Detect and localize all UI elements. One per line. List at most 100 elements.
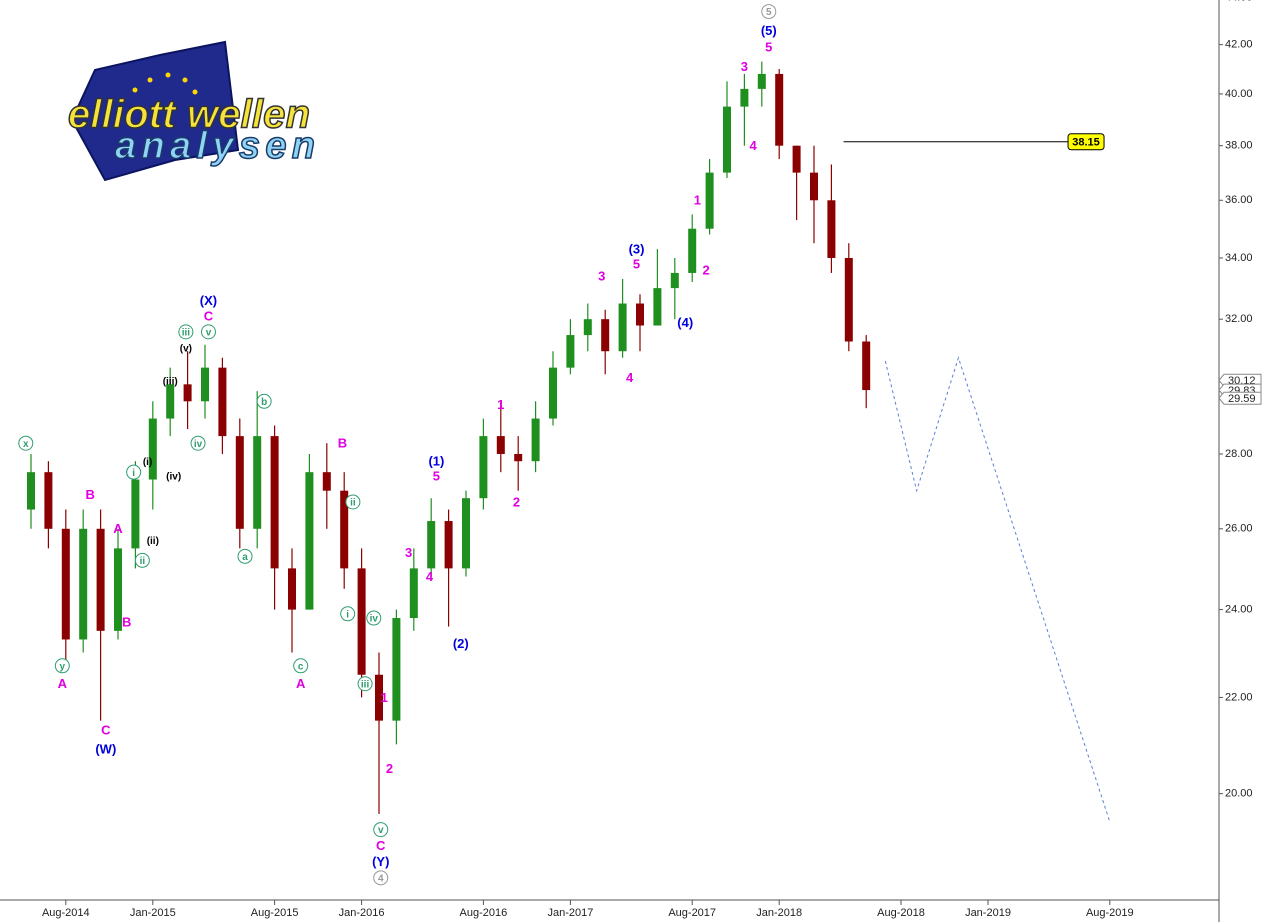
candle-body (357, 568, 366, 675)
candle-body (705, 172, 714, 229)
candle-body (148, 418, 157, 480)
wave-label: iv (194, 439, 203, 450)
wave-label: y (60, 661, 66, 672)
y-tick-label: 24.00 (1225, 603, 1253, 615)
wave-label: B (122, 615, 131, 630)
candle-body (601, 319, 610, 352)
candle-body (305, 472, 314, 610)
x-tick-label: Aug-2019 (1086, 907, 1134, 919)
y-tick-label: 40.00 (1225, 88, 1253, 100)
candle-body (740, 88, 749, 107)
logo-stars (132, 72, 198, 95)
wave-label: 4 (378, 873, 384, 884)
logo: elliott wellen analysen (67, 40, 316, 182)
x-tick-label: Aug-2017 (668, 907, 716, 919)
wave-label: (5) (761, 23, 777, 38)
candle-body (183, 384, 192, 402)
wave-label: 1 (497, 397, 504, 412)
candle-body (723, 106, 731, 173)
wave-label: 3 (598, 268, 605, 283)
wave-label-circle (256, 393, 272, 409)
candle-body (862, 341, 871, 391)
price-label: 29.59 (1228, 393, 1256, 405)
wave-label: ii (140, 556, 146, 567)
candle-body (27, 472, 35, 510)
y-tick-label: 36.00 (1225, 194, 1253, 206)
wave-label: iii (182, 328, 191, 339)
candle-body (235, 436, 244, 529)
wave-label: ii (350, 498, 356, 509)
wave-label: 5 (765, 40, 772, 55)
candle-body (618, 303, 627, 352)
wave-label-circle (373, 870, 389, 886)
candle-body (44, 472, 53, 529)
wave-label: (Y) (372, 854, 389, 869)
wave-label: v (378, 825, 384, 836)
wave-label-circle (126, 464, 142, 480)
wave-label: (2) (453, 636, 469, 651)
wave-label: v (206, 328, 212, 339)
wave-label: x (23, 439, 29, 450)
candle-body (514, 453, 523, 462)
x-tick-label: Jan-2016 (339, 907, 385, 919)
y-tick-label: 28.00 (1225, 448, 1253, 460)
candle-body (827, 200, 836, 258)
wave-label: i (346, 609, 349, 620)
x-tick-label: Jan-2018 (756, 907, 802, 919)
candle-body (444, 521, 453, 569)
wave-label: 5 (433, 468, 440, 483)
candle-body (479, 436, 488, 499)
wave-label-circle (345, 494, 361, 510)
wave-label: (iv) (166, 471, 181, 482)
candle-body (114, 548, 122, 631)
wave-label: (i) (143, 457, 152, 468)
y-tick-label: 26.00 (1225, 523, 1253, 535)
wave-label: C (204, 308, 214, 323)
wave-label: 3 (741, 59, 748, 74)
wave-label: 4 (749, 138, 757, 153)
candle-body (270, 436, 279, 569)
wave-label: A (58, 676, 68, 691)
x-tick-label: Aug-2016 (460, 907, 508, 919)
wave-label: c (298, 661, 304, 672)
wave-label: B (338, 436, 347, 451)
candle-body (427, 521, 436, 569)
candle-body (531, 418, 540, 462)
wave-label-circle (134, 552, 150, 568)
wave-label: (X) (200, 293, 217, 308)
y-tick-label: 42.00 (1225, 39, 1253, 51)
candle-body (322, 472, 331, 491)
wave-label-circle (178, 324, 194, 340)
wave-label: 4 (626, 370, 634, 385)
y-tick-label: 34.00 (1225, 252, 1253, 264)
wave-label: (v) (180, 344, 192, 355)
x-tick-label: Aug-2018 (877, 907, 925, 919)
wave-label-circle (357, 676, 373, 692)
candle-body (218, 367, 227, 437)
wave-label-circle (237, 548, 253, 564)
wave-label: (4) (677, 315, 693, 330)
wave-label-circle (54, 658, 70, 674)
candle-body (775, 73, 784, 146)
candle-body (392, 618, 401, 721)
logo-text: elliott wellen (68, 93, 310, 137)
y-tick-label: 44.00 (1225, 0, 1253, 4)
candle-body (375, 674, 383, 721)
candle-body (792, 145, 801, 173)
x-tick-label: Aug-2014 (42, 907, 90, 919)
wave-label: iii (361, 679, 370, 690)
candle-body (462, 498, 470, 569)
candle-body (166, 384, 175, 419)
wave-label-circle (340, 606, 356, 622)
wave-label: 5 (766, 7, 772, 18)
wave-label: 2 (703, 262, 710, 277)
wave-label: 2 (386, 761, 393, 776)
candle-body (549, 367, 557, 419)
level-label: 38.15 (1072, 137, 1100, 149)
candle-body (496, 436, 505, 454)
logo-text: analysen (115, 125, 315, 167)
candle-body (61, 528, 70, 640)
wave-label: b (261, 397, 267, 408)
candle-body (583, 319, 592, 336)
candle-body (688, 228, 697, 273)
